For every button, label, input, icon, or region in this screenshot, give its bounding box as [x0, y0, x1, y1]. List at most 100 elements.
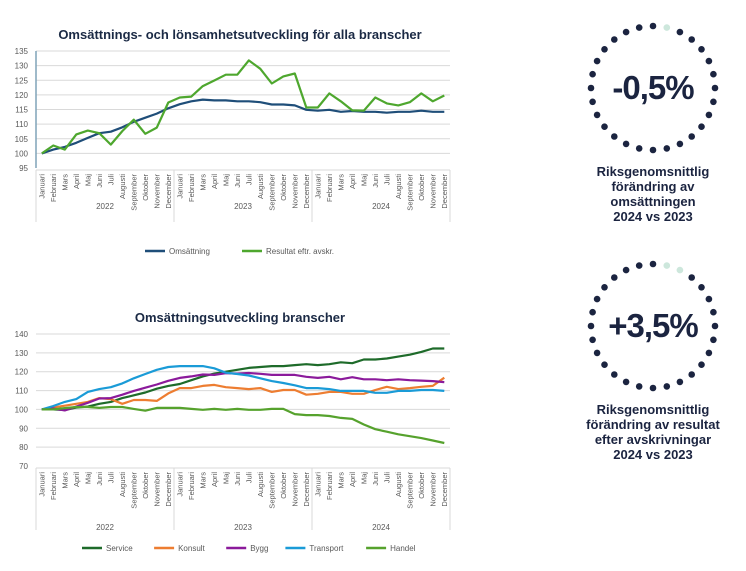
x-tick-label: April	[72, 174, 81, 189]
x-tick-label: Maj	[359, 174, 368, 186]
x-tick-label: September	[405, 471, 414, 508]
x-tick-label: Maj	[83, 472, 92, 484]
x-tick-label: December	[440, 472, 449, 507]
x-tick-label: Juli	[382, 472, 391, 484]
year-label: 2022	[96, 202, 114, 211]
y-tick-label: 120	[15, 368, 29, 377]
x-tick-label: Juli	[244, 472, 253, 484]
x-tick-label: November	[428, 472, 437, 507]
ring-dot	[587, 322, 595, 330]
ring-dot	[698, 361, 705, 368]
x-tick-label: September	[129, 471, 138, 508]
x-tick-label: Oktober	[417, 174, 426, 201]
ring-dot	[710, 308, 717, 316]
x-tick-label: Juni	[95, 472, 104, 486]
series-line-service	[41, 347, 445, 412]
x-tick-label: April	[348, 174, 357, 189]
x-tick-label: April	[348, 472, 357, 487]
x-tick-label: Maj	[221, 174, 230, 186]
y-tick-label: 130	[15, 349, 29, 358]
year-label: 2023	[234, 523, 252, 532]
chart1-title: Omsättnings- och lönsamhetsutveckling fö…	[58, 27, 422, 42]
x-tick-label: Mars	[198, 174, 207, 191]
x-tick-label: Oktober	[141, 472, 150, 499]
x-tick-label: Augusti	[394, 174, 403, 199]
x-tick-label: December	[440, 174, 449, 209]
series-line-omsättning	[41, 98, 445, 155]
y-tick-label: 140	[15, 330, 29, 339]
x-tick-label: Mars	[336, 174, 345, 191]
y-tick-label: 125	[15, 76, 29, 85]
ring-dot	[698, 46, 705, 53]
x-tick-label: Juni	[233, 472, 242, 486]
x-tick-label: Mars	[198, 472, 207, 489]
ring-dot	[622, 378, 630, 386]
ring-dot	[710, 98, 717, 106]
year-label: 2023	[234, 202, 252, 211]
x-tick-label: Februari	[49, 174, 58, 202]
ring-dot	[601, 46, 608, 53]
ring-dot	[698, 123, 705, 130]
y-tick-label: 135	[15, 47, 29, 56]
y-tick-label: 105	[15, 135, 29, 144]
ring-dot	[601, 284, 608, 291]
x-tick-label: November	[152, 174, 161, 209]
x-tick-label: Oktober	[279, 472, 288, 499]
ring-dot	[676, 140, 684, 148]
x-tick-label: April	[72, 472, 81, 487]
x-tick-label: Juli	[106, 174, 115, 186]
x-tick-label: Februari	[49, 472, 58, 500]
x-tick-label: Januari	[313, 472, 322, 497]
x-tick-label: Maj	[221, 472, 230, 484]
stat-result-change: +3,5% Riksgenomsnittlig förändring av re…	[568, 256, 738, 462]
year-label: 2024	[372, 202, 390, 211]
ring-dot	[635, 24, 643, 31]
ring-dot	[635, 383, 643, 390]
y-tick-label: 130	[15, 62, 29, 71]
x-tick-label: December	[302, 472, 311, 507]
x-tick-label: Mars	[60, 174, 69, 191]
y-tick-label: 115	[15, 106, 28, 115]
chart2-title: Omsättningsutveckling branscher	[134, 310, 346, 325]
x-tick-label: Juni	[233, 174, 242, 188]
ring-dot	[635, 145, 643, 152]
ring-dot	[593, 295, 601, 303]
x-tick-label: Mars	[60, 472, 69, 489]
x-tick-label: Juni	[95, 174, 104, 188]
x-tick-label: December	[164, 174, 173, 209]
legend-label: Resultat eftr. avskr.	[266, 247, 334, 256]
stat-caption: Riksgenomsnittlig förändring av omsättni…	[596, 164, 710, 224]
ring-dot-light	[663, 24, 671, 31]
ring-dot	[611, 133, 618, 140]
ring-dot	[710, 70, 717, 78]
x-tick-label: Januari	[175, 472, 184, 497]
stat-value: -0,5%	[612, 69, 694, 106]
x-tick-label: Januari	[37, 472, 46, 497]
y-tick-label: 95	[19, 164, 28, 173]
x-tick-label: September	[267, 173, 276, 210]
x-tick-label: September	[267, 471, 276, 508]
ring-dot	[593, 111, 601, 119]
ring-dot	[593, 57, 601, 65]
ring-dot-light	[676, 266, 684, 274]
y-tick-label: 110	[15, 120, 28, 129]
x-tick-label: Januari	[37, 174, 46, 199]
x-tick-label: Juli	[106, 472, 115, 484]
ring-dot	[649, 146, 657, 154]
legend-label: Konsult	[178, 544, 205, 553]
ring-dot	[611, 274, 618, 281]
x-tick-label: November	[428, 174, 437, 209]
y-tick-label: 70	[19, 462, 28, 471]
ring-dot	[601, 123, 608, 130]
ring-dot	[711, 84, 719, 92]
ring-dot	[688, 274, 695, 281]
x-tick-label: December	[164, 472, 173, 507]
x-tick-label: September	[129, 173, 138, 210]
y-tick-label: 110	[15, 387, 28, 396]
ring-dot	[705, 57, 713, 65]
ring-dot	[622, 28, 630, 36]
x-tick-label: Februari	[325, 472, 334, 500]
x-tick-label: Maj	[83, 174, 92, 186]
